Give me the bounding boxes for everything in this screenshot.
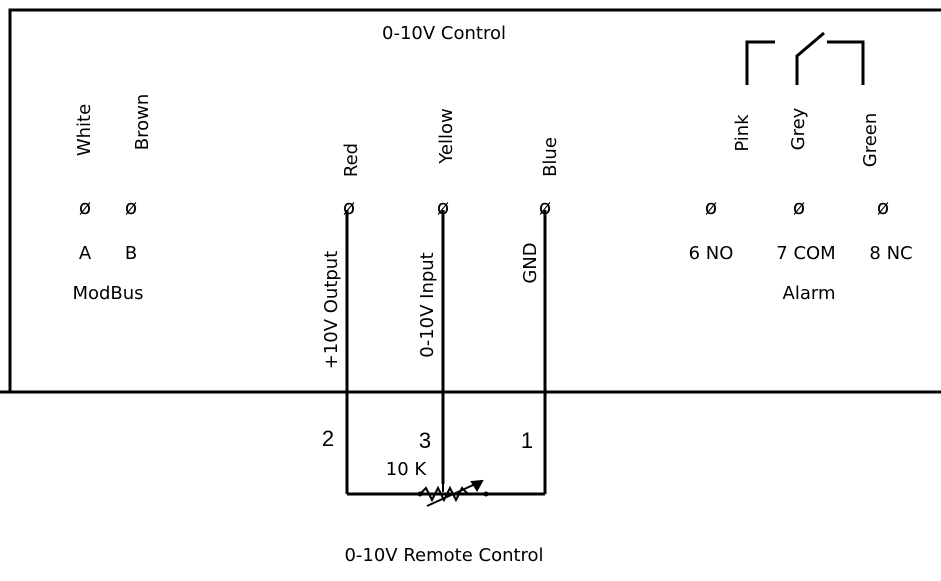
- wire-label-brown: Brown: [132, 93, 153, 151]
- wire-label-white: White: [74, 103, 95, 157]
- terminal-label-8-nc: 8 NC: [869, 243, 913, 264]
- alarm-label: Alarm: [782, 283, 836, 304]
- potentiometer: [419, 479, 484, 507]
- terminal-red-icon: ø: [342, 195, 356, 219]
- wire-label-red: Red: [341, 142, 362, 178]
- wire-label-blue: Blue: [540, 137, 561, 177]
- wire-label-pink: Pink: [732, 114, 753, 152]
- wire-label-yellow: Yellow: [436, 108, 457, 164]
- pot-end-left: [417, 491, 423, 497]
- terminal-a-icon: ø: [78, 195, 92, 219]
- terminal-label-6-no: 6 NO: [688, 243, 734, 264]
- terminal-nc-icon: ø: [876, 195, 890, 219]
- remote-control-caption: 0-10V Remote Control: [344, 545, 544, 566]
- label-gnd: GND: [520, 242, 541, 284]
- terminal-b-icon: ø: [124, 195, 138, 219]
- terminal-com-icon: ø: [792, 195, 806, 219]
- control-wires: [345, 210, 547, 496]
- pin-label-3: 3: [418, 428, 432, 453]
- label-10v-output: +10V Output: [321, 250, 342, 370]
- pot-end-right: [483, 491, 489, 497]
- wire-label-green: Green: [860, 112, 881, 168]
- terminal-label-a: A: [78, 243, 92, 264]
- pin-label-1: 1: [520, 428, 534, 453]
- label-0-10v-input: 0-10V Input: [417, 252, 438, 358]
- terminal-label-7-com: 7 COM: [776, 243, 836, 264]
- relay-contact-symbol: [745, 31, 865, 85]
- terminal-yellow-icon: ø: [436, 195, 450, 219]
- terminal-blue-icon: ø: [538, 195, 552, 219]
- wire-label-grey: Grey: [788, 107, 809, 151]
- modbus-label: ModBus: [72, 283, 144, 304]
- terminal-label-b: B: [124, 243, 138, 264]
- diagram-title: 0-10V Control: [382, 23, 506, 44]
- terminal-no-icon: ø: [704, 195, 718, 219]
- pot-value-label: 10 K: [385, 459, 427, 480]
- pin-label-2: 2: [321, 426, 335, 451]
